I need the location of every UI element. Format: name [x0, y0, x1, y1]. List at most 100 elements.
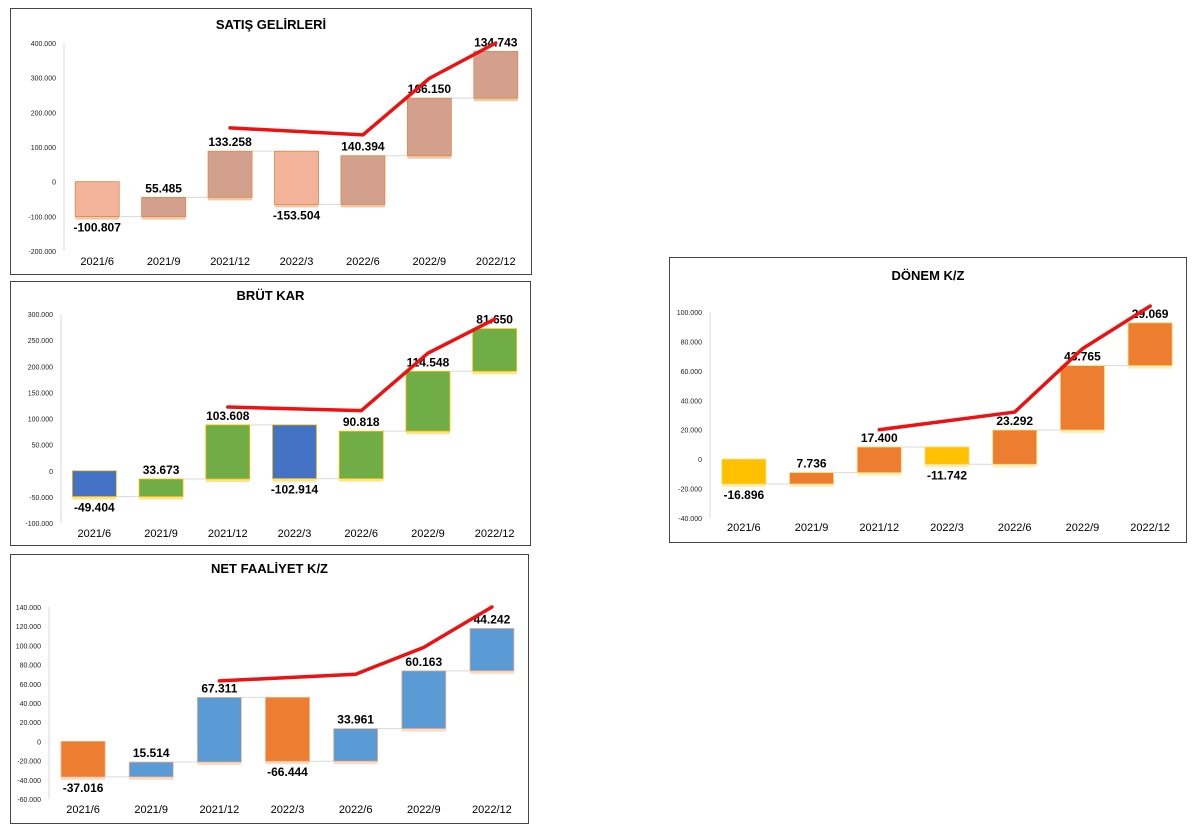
y-tick-label: -20.000: [678, 487, 702, 494]
x-category-label: 2022/3: [930, 522, 964, 534]
waterfall-bar: [406, 97, 452, 157]
data-label: 103.608: [206, 409, 250, 423]
x-category-label: 2022/3: [271, 804, 305, 816]
trend-line: [226, 317, 497, 413]
y-tick-label: 300.000: [31, 76, 56, 83]
waterfall-bar: [205, 424, 251, 480]
y-tick-label: 250.000: [28, 338, 53, 345]
x-category-label: 2022/3: [280, 256, 314, 268]
waterfall-bar: [128, 761, 174, 778]
bar-shadow: [472, 371, 517, 375]
x-category-label: 2022/9: [413, 256, 447, 268]
y-tick-label: 0: [698, 457, 702, 464]
x-category-label: 2022/12: [476, 256, 516, 268]
y-tick-label: 40.000: [20, 701, 42, 708]
data-label: -16.896: [724, 488, 765, 502]
x-category-label: 2021/6: [66, 804, 100, 816]
y-tick-label: 0: [37, 739, 41, 746]
bar-shadow: [129, 776, 174, 780]
bar-shadow: [789, 484, 834, 488]
data-label: 17.400: [861, 431, 898, 445]
x-category-label: 2022/3: [278, 528, 312, 540]
trend-line: [877, 304, 1152, 432]
bar-shadow: [272, 478, 317, 482]
x-category-label: 2022/12: [1130, 522, 1170, 534]
data-label: 23.292: [996, 414, 1033, 428]
bar-shadow: [857, 472, 902, 476]
data-label: 90.818: [343, 415, 380, 429]
bar-shadow: [205, 478, 250, 482]
data-label: 114.548: [407, 355, 450, 369]
x-category-label: 2022/6: [339, 804, 373, 816]
x-category-label: 2022/9: [411, 528, 445, 540]
x-category-label: 2022/9: [407, 804, 441, 816]
waterfall-bar: [74, 181, 120, 218]
data-label: -11.742: [927, 468, 967, 482]
waterfall-bar: [138, 478, 184, 497]
waterfall-bar: [338, 430, 384, 480]
waterfall-bar: [274, 150, 319, 205]
waterfall-bar: [333, 728, 379, 762]
data-label: 60.163: [405, 655, 442, 669]
x-category-label: 2022/6: [346, 256, 380, 268]
y-tick-label: -50.000: [29, 495, 53, 502]
y-tick-label: 100.000: [677, 310, 702, 317]
chart-title: SATIŞ GELİRLERİ: [216, 17, 326, 32]
data-label: -49.404: [74, 501, 115, 515]
waterfall-bar: [265, 697, 310, 762]
data-label: 33.673: [143, 463, 180, 477]
x-category-label: 2021/9: [147, 256, 181, 268]
waterfall-bar: [60, 740, 106, 778]
y-tick-label: 150.000: [28, 390, 53, 397]
y-tick-label: -60.000: [17, 797, 41, 804]
waterfall-bar: [401, 670, 447, 730]
waterfall-bar: [141, 196, 187, 218]
data-label: 133.258: [208, 135, 252, 149]
bar-shadow: [265, 761, 310, 765]
bar-shadow: [333, 761, 378, 765]
bar-shadow: [208, 197, 253, 201]
y-tick-label: 60.000: [681, 369, 703, 376]
bar-shadow: [274, 204, 319, 208]
waterfall-bar: [992, 429, 1038, 465]
chart-title: BRÜT KAR: [237, 288, 305, 303]
x-category-label: 2022/6: [344, 528, 378, 540]
chart-panel-donem-kz: DÖNEM K/Z 100.000 80.000 60.000 40.000 20.000…: [669, 257, 1187, 543]
y-tick-label: 100.000: [31, 145, 56, 152]
bar-shadow: [197, 762, 242, 766]
bar-shadow: [75, 216, 120, 220]
x-category-label: 2022/6: [998, 522, 1032, 534]
chart-panel-brut-kar: BRÜT KAR 300.000 250.000 200.000 150.000 100.…: [10, 281, 531, 546]
data-label: -37.016: [63, 781, 104, 795]
x-category-label: 2022/12: [475, 528, 515, 540]
x-category-label: 2021/12: [859, 522, 899, 534]
data-label: -66.444: [267, 765, 308, 779]
x-category-label: 2021/12: [208, 528, 248, 540]
y-tick-label: -40.000: [678, 516, 702, 523]
y-tick-label: 300.000: [28, 312, 53, 319]
waterfall-bar: [469, 627, 515, 672]
waterfall-bar: [71, 470, 117, 497]
x-category-label: 2021/9: [795, 522, 829, 534]
data-label: 7.736: [797, 457, 827, 471]
bar-shadow: [925, 464, 969, 468]
bar-shadow: [1128, 365, 1173, 369]
data-label: -100.807: [74, 221, 122, 235]
bar-shadow: [401, 728, 446, 732]
y-tick-label: 400.000: [31, 41, 56, 48]
y-tick-label: 60.000: [20, 682, 42, 689]
y-tick-label: -100.000: [28, 214, 56, 221]
chart-panel-net-faaliyet: NET FAALİYET K/Z 140.000 120.000 100.000 80.…: [10, 554, 529, 824]
bar-shadow: [1060, 430, 1105, 434]
y-tick-label: 0: [52, 180, 56, 187]
data-label: 33.961: [337, 713, 374, 727]
y-tick-label: 20.000: [681, 428, 703, 435]
bar-shadow: [340, 204, 385, 208]
data-label: -102.914: [271, 483, 319, 497]
waterfall-bar: [272, 424, 317, 480]
x-category-label: 2021/6: [80, 256, 114, 268]
chart-svg-net: NET FAALİYET K/Z 140.000 120.000 100.000 80.…: [16, 561, 515, 816]
waterfall-bar: [856, 446, 902, 474]
x-category-label: 2022/12: [472, 804, 512, 816]
y-tick-label: -20.000: [17, 759, 41, 766]
